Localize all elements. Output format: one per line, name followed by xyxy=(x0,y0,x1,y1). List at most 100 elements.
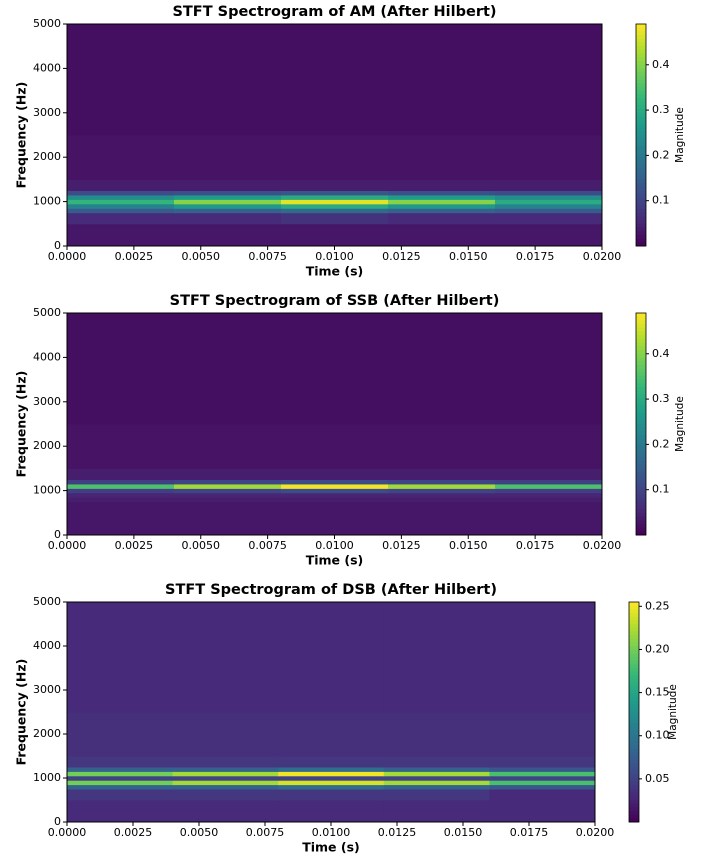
colorbar-segment xyxy=(636,446,646,451)
colorbar-tick-label: 0.2 xyxy=(652,148,670,161)
heat-cell xyxy=(278,775,385,781)
y-tick-label: 2000 xyxy=(33,439,61,452)
colorbar-segment xyxy=(636,472,646,477)
x-tick-label: 0.0075 xyxy=(248,250,287,263)
heat-cell xyxy=(278,756,385,768)
heat-cell xyxy=(174,212,282,225)
heat-cell xyxy=(174,24,282,136)
colorbar-segment xyxy=(636,61,646,66)
colorbar-segment xyxy=(629,613,639,618)
colorbar-segment xyxy=(636,468,646,473)
colorbar-segment xyxy=(636,364,646,369)
heat-cell xyxy=(281,179,389,191)
heat-cell xyxy=(388,313,496,425)
heat-cell xyxy=(383,775,490,781)
colorbar-segment xyxy=(629,653,639,658)
heat-cell xyxy=(67,223,175,247)
heat-cell xyxy=(67,203,175,209)
x-tick-label: 0.0100 xyxy=(315,539,354,552)
heat-cell xyxy=(281,468,389,480)
heat-cell xyxy=(388,212,496,225)
heat-cell xyxy=(172,800,279,823)
heat-cell xyxy=(67,497,175,503)
colorbar-segment xyxy=(636,105,646,110)
x-tick-label: 0.0050 xyxy=(182,539,221,552)
colorbar-segment xyxy=(636,112,646,117)
heat-cell xyxy=(172,789,279,801)
heat-cell xyxy=(281,501,389,514)
colorbar-segment xyxy=(636,190,646,195)
colorbar-segment xyxy=(629,712,639,717)
colorbar-segment xyxy=(629,814,639,819)
heat-cell xyxy=(281,223,389,247)
colorbar-segment xyxy=(629,631,639,636)
heat-cell xyxy=(67,712,174,757)
colorbar-segment xyxy=(636,424,646,429)
colorbar-segment xyxy=(629,767,639,772)
y-tick-label: 4000 xyxy=(33,350,61,363)
colorbar-segment xyxy=(636,83,646,88)
colorbar-label: Magnitude xyxy=(674,107,686,163)
colorbar-segment xyxy=(636,90,646,95)
heat-cell xyxy=(495,501,603,514)
colorbar-segment xyxy=(636,179,646,184)
colorbar-segment xyxy=(636,512,646,517)
colorbar-segment xyxy=(636,223,646,228)
heat-cell xyxy=(278,771,385,777)
colorbar-segment xyxy=(636,164,646,169)
y-tick-label: 1000 xyxy=(33,484,61,497)
heat-cell xyxy=(174,199,282,205)
colorbar-segment xyxy=(629,671,639,676)
colorbar-segment xyxy=(636,127,646,132)
colorbar-segment xyxy=(629,719,639,724)
heat-cell xyxy=(495,212,603,225)
colorbar-segment xyxy=(636,338,646,344)
colorbar-tick-label: 0.4 xyxy=(652,58,670,71)
colorbar-segment xyxy=(636,331,646,336)
colorbar-segment xyxy=(636,387,646,392)
heat-cell xyxy=(67,488,175,494)
colorbar-segment xyxy=(636,464,646,469)
colorbar-segment xyxy=(636,186,646,191)
heat-cell xyxy=(495,194,603,200)
heat-cell xyxy=(281,512,389,536)
colorbar-segment xyxy=(629,730,639,735)
x-tick-label: 0.0025 xyxy=(115,539,154,552)
heat-cell xyxy=(281,24,389,136)
colorbar-frame xyxy=(628,601,640,823)
heat-cell xyxy=(278,800,385,823)
colorbar-segment xyxy=(636,238,646,243)
colorbar-segment xyxy=(636,383,646,388)
colorbar-segment xyxy=(629,657,639,662)
colorbar-tick-label: 0.3 xyxy=(652,392,670,405)
heat-cell xyxy=(281,212,389,225)
colorbar-segment xyxy=(636,160,646,166)
heat-cell xyxy=(67,199,175,205)
colorbar-segment xyxy=(629,620,639,625)
colorbar-segment xyxy=(636,357,646,362)
colorbar-segment xyxy=(629,638,639,643)
x-tick-label: 0.0175 xyxy=(516,250,555,263)
heat-cell xyxy=(67,784,174,790)
colorbar-segment xyxy=(636,24,646,29)
x-tick-label: 0.0000 xyxy=(48,826,87,839)
heat-cell xyxy=(174,488,282,494)
colorbar-segment xyxy=(636,523,646,529)
heat-cell xyxy=(495,208,603,214)
colorbar-segment xyxy=(636,194,646,199)
heat-cell xyxy=(281,488,389,494)
x-tick-label: 0.0125 xyxy=(378,826,417,839)
heat-cell xyxy=(388,190,496,196)
heat-cell xyxy=(281,424,389,469)
colorbar-segment xyxy=(636,353,646,358)
heat-cell xyxy=(172,602,279,713)
heat-cell xyxy=(174,483,282,489)
colorbar-segment xyxy=(636,409,646,414)
heat-cell xyxy=(495,223,603,247)
heat-cell xyxy=(67,775,174,781)
heat-cell xyxy=(67,190,175,196)
y-tick-label: 2000 xyxy=(33,150,61,163)
colorbar-segment xyxy=(629,770,639,775)
heat-cell xyxy=(489,602,596,713)
heat-cell xyxy=(67,602,174,713)
